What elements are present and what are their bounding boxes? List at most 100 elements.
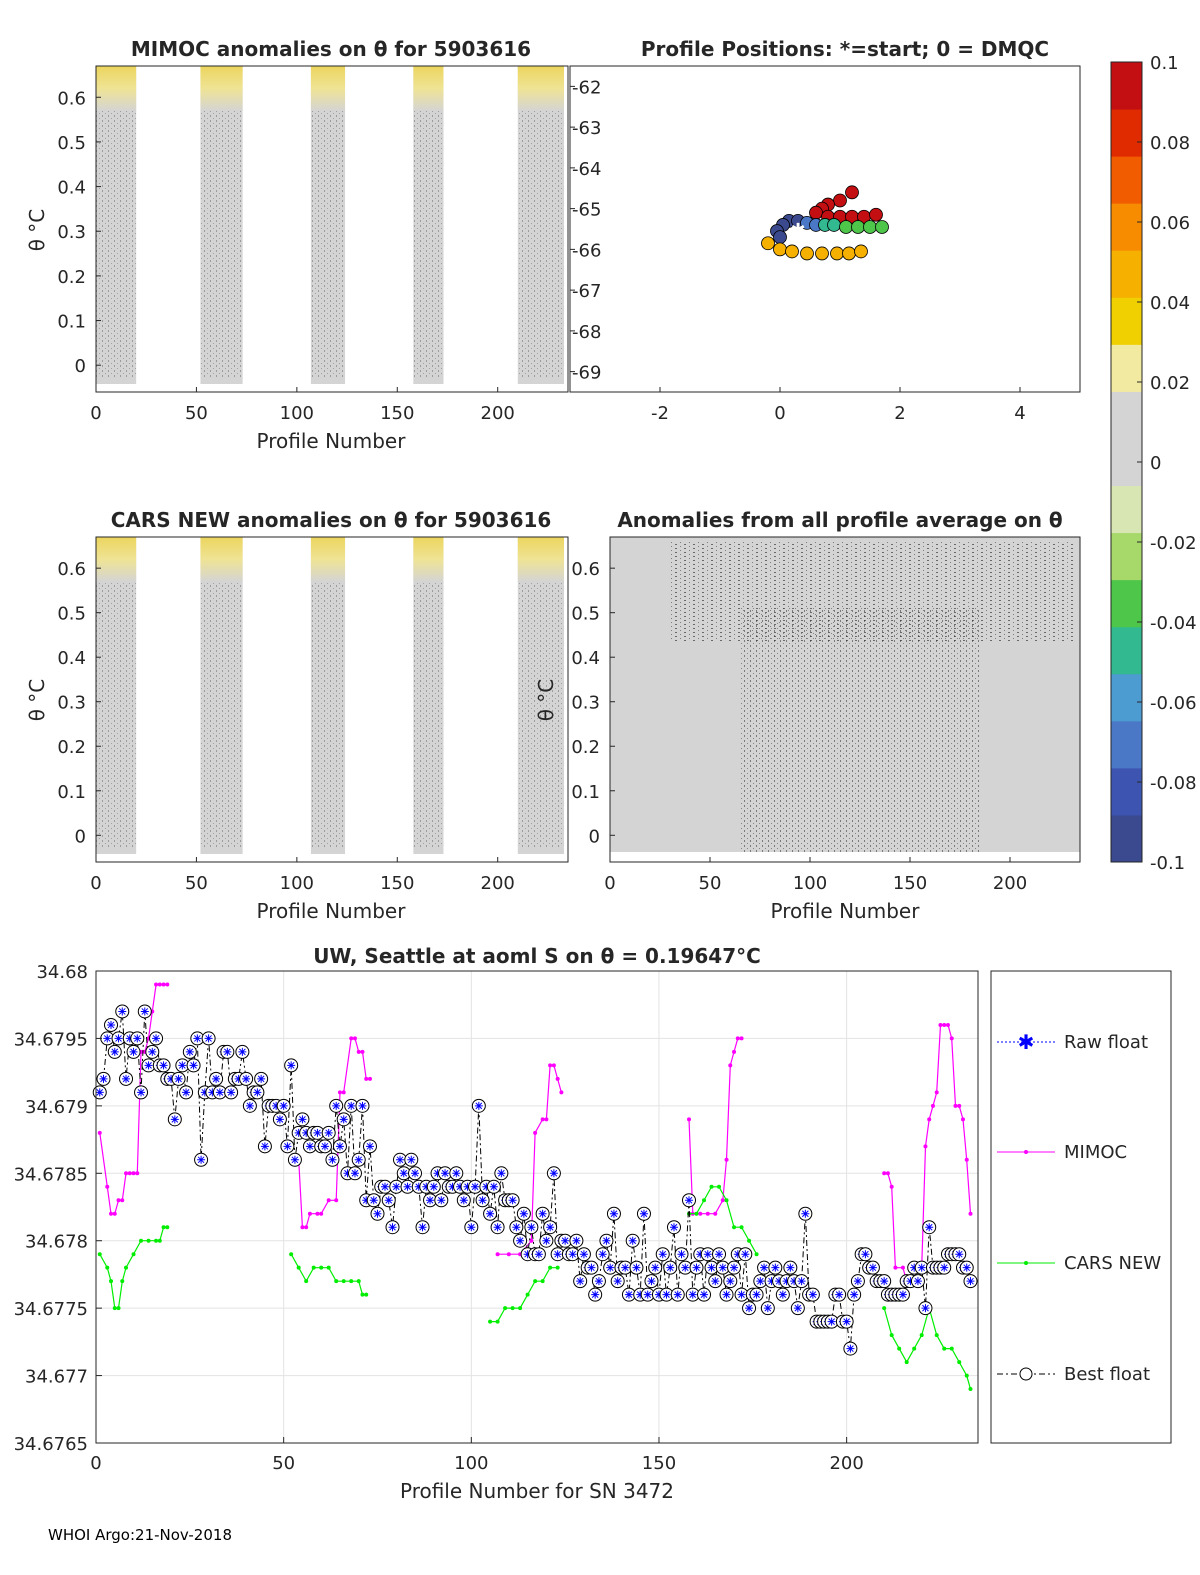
salinity-ytick-label: 34.677 — [25, 1367, 88, 1388]
cars-new-point — [139, 1238, 144, 1243]
mimoc-point — [109, 1211, 114, 1216]
raw-float-point — [302, 1128, 311, 1137]
mimoc-point — [97, 1130, 102, 1135]
raw-float-point — [441, 1169, 450, 1178]
raw-float-point — [669, 1223, 678, 1232]
raw-float-point — [182, 1088, 191, 1097]
cars-new-point — [510, 1306, 515, 1311]
cars-new-point — [739, 1225, 744, 1230]
mimoc-xtick-label: 50 — [185, 403, 208, 424]
allavg-xtick-label: 200 — [993, 873, 1027, 894]
position-point — [833, 193, 847, 208]
raw-float-point — [549, 1169, 558, 1178]
mimoc-point — [964, 1157, 969, 1162]
salinity-ytick-label: 34.6765 — [14, 1434, 88, 1455]
cars-new-point — [724, 1198, 729, 1203]
cars-new-point — [968, 1387, 973, 1392]
cars-title: CARS NEW anomalies on θ for 5903616 — [111, 508, 552, 532]
mimoc-title: MIMOC anomalies on θ for 5903616 — [131, 37, 531, 61]
position-point — [800, 246, 814, 261]
raw-float-point — [707, 1263, 716, 1272]
mimoc-point — [882, 1171, 887, 1176]
raw-float-point — [137, 1088, 146, 1097]
raw-float-point — [534, 1250, 543, 1259]
positions-xtick-label: 2 — [894, 403, 905, 424]
raw-float-point — [741, 1250, 750, 1259]
salinity-axes-box — [95, 970, 979, 1444]
raw-float-point — [350, 1169, 359, 1178]
cars-new-point — [964, 1373, 969, 1378]
raw-float-point — [122, 1074, 131, 1083]
raw-float-point — [275, 1115, 284, 1124]
cars-axes-box — [95, 536, 569, 863]
raw-float-point — [587, 1263, 596, 1272]
salinity-xtick-label: 0 — [90, 1453, 101, 1474]
colorbar-tick-label: -0.02 — [1150, 533, 1197, 554]
mimoc-point — [728, 1063, 733, 1068]
position-point — [785, 244, 799, 259]
raw-float-point — [546, 1223, 555, 1232]
raw-float-point — [790, 1277, 799, 1286]
colorbar-band — [1111, 250, 1142, 298]
cars-new-point — [356, 1279, 361, 1284]
position-point — [854, 244, 868, 259]
cars-new-point — [555, 1265, 560, 1270]
mimoc-contour-lines — [200, 111, 243, 377]
raw-float-point — [673, 1290, 682, 1299]
cars-ytick-label: 0.2 — [57, 737, 86, 758]
raw-float-point — [786, 1263, 795, 1272]
raw-float-point — [715, 1250, 724, 1259]
mimoc-contour-lines — [517, 111, 564, 377]
raw-float-point — [215, 1088, 224, 1097]
cars-new-point — [289, 1252, 294, 1257]
raw-float-point — [898, 1290, 907, 1299]
raw-float-point — [433, 1169, 442, 1178]
positions-ytick-label: -66 — [572, 240, 601, 261]
mimoc-ytick-label: 0.1 — [57, 312, 86, 333]
raw-float-point — [287, 1061, 296, 1070]
cars-new-point — [112, 1306, 117, 1311]
allavg-ytick-label: 0.3 — [571, 693, 600, 714]
mimoc-point — [360, 1049, 365, 1054]
cars-new-point — [488, 1319, 493, 1324]
raw-float-point — [913, 1277, 922, 1286]
cars-ytick-label: 0.4 — [57, 648, 86, 669]
mimoc-point — [367, 1076, 372, 1081]
position-point — [827, 218, 841, 232]
raw-float-point — [538, 1209, 547, 1218]
raw-float-point — [257, 1074, 266, 1083]
salinity-xlabel: Profile Number for SN 3472 — [400, 1479, 674, 1503]
mimoc-point — [930, 1103, 935, 1108]
positions-axes-box — [569, 65, 1081, 393]
raw-float-point — [568, 1250, 577, 1259]
colorbar-tick-label: 0 — [1150, 453, 1161, 474]
raw-float-point — [613, 1277, 622, 1286]
mimoc-point — [540, 1117, 545, 1122]
position-point — [863, 220, 877, 234]
raw-float-point — [733, 1250, 742, 1259]
raw-float-point — [380, 1182, 389, 1191]
mimoc-warm-anomaly — [413, 66, 444, 111]
cars-new-point — [694, 1211, 699, 1216]
allavg-xtick-label: 100 — [793, 873, 827, 894]
cars-new-point — [540, 1279, 545, 1284]
cars-contour-lines — [96, 582, 137, 847]
panel-mimoc: MIMOC anomalies on θ for 5903616 0 50 100 1… — [25, 37, 569, 453]
raw-float-point — [553, 1250, 562, 1259]
mimoc-point — [124, 1171, 129, 1176]
mimoc-point — [559, 1090, 564, 1095]
mimoc-point — [739, 1036, 744, 1041]
allavg-ylabel: θ °C — [534, 679, 558, 722]
positions-ytick-label: -69 — [572, 363, 601, 384]
colorbar-band — [1111, 673, 1142, 722]
raw-float-point — [426, 1196, 435, 1205]
raw-float-point — [245, 1101, 254, 1110]
legend-box — [990, 970, 1172, 1444]
raw-float-point — [144, 1061, 153, 1070]
mimoc-point — [732, 1049, 737, 1054]
colorbar-band — [1111, 62, 1142, 110]
mimoc-ylabel: θ °C — [25, 209, 49, 252]
cars-warm-anomaly — [413, 537, 444, 582]
cars-ytick-label: 0.1 — [57, 782, 86, 803]
cars-new-point — [360, 1292, 365, 1297]
